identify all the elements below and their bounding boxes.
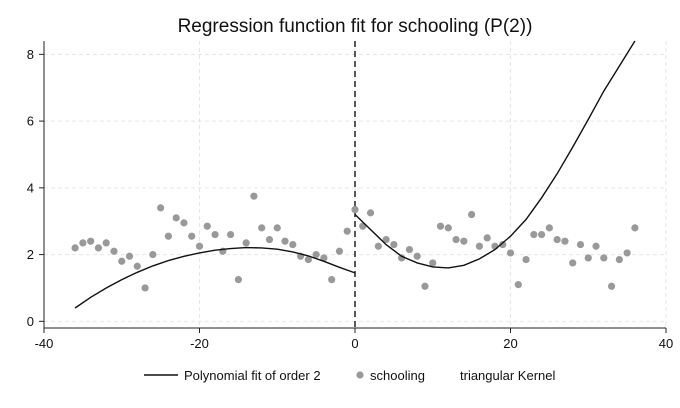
schooling-point: [576, 240, 585, 249]
schooling-point: [553, 235, 561, 244]
x-tick-label: 20: [503, 336, 517, 351]
tick-labels: -40 -20 0 20 40 0 2 4 6 8: [27, 47, 673, 351]
schooling-point: [413, 252, 421, 260]
schooling-point: [273, 224, 281, 232]
schooling-point: [468, 210, 476, 219]
x-tick-label: 40: [659, 336, 673, 351]
y-tick-label: 2: [27, 247, 34, 262]
schooling-point: [141, 284, 149, 292]
schooling-point: [398, 254, 406, 262]
schooling-point: [436, 222, 445, 230]
schooling-point: [382, 235, 390, 244]
schooling-point: [390, 240, 398, 249]
schooling-point: [94, 244, 103, 252]
legend-label-kernel: triangular Kernel: [460, 368, 555, 383]
schooling-point: [561, 237, 569, 245]
schooling-point: [195, 242, 204, 250]
y-tick-label: 6: [27, 114, 34, 129]
y-tick-label: 8: [27, 47, 34, 62]
schooling-point: [250, 192, 258, 200]
schooling-point: [600, 254, 608, 262]
schooling-point: [530, 230, 538, 239]
schooling-point: [227, 230, 235, 239]
schooling-point: [514, 281, 522, 289]
schooling-point: [584, 254, 592, 262]
chart-title: Regression function fit for schooling (P…: [178, 16, 533, 37]
schooling-point: [460, 237, 468, 245]
schooling-point: [203, 222, 211, 230]
schooling-point: [429, 259, 437, 267]
schooling-point: [164, 232, 172, 240]
y-tick-label: 0: [27, 314, 34, 329]
schooling-point: [607, 282, 616, 290]
schooling-point: [234, 276, 242, 284]
schooling-point: [289, 240, 297, 249]
schooling-point: [172, 214, 180, 222]
schooling-point: [444, 224, 452, 232]
schooling-point: [538, 230, 546, 239]
schooling-point: [421, 282, 429, 290]
schooling-point: [102, 239, 110, 247]
schooling-point: [351, 205, 359, 214]
schooling-point: [188, 232, 196, 240]
schooling-point: [110, 247, 118, 255]
schooling-point: [615, 255, 623, 264]
schooling-point: [242, 239, 250, 247]
schooling-point: [631, 224, 639, 232]
fit-line-right: [354, 40, 636, 269]
schooling-point: [475, 242, 483, 250]
schooling-point: [125, 252, 134, 260]
schooling-point: [71, 244, 79, 252]
schooling-point: [87, 237, 95, 245]
schooling-point: [499, 240, 507, 249]
schooling-point: [304, 255, 312, 264]
schooling-point: [118, 257, 126, 265]
schooling-point: [522, 255, 530, 264]
schooling-point: [265, 235, 274, 244]
x-tick-label: -20: [190, 336, 209, 351]
schooling-point: [211, 230, 219, 239]
schooling-point: [320, 254, 328, 262]
schooling-point: [483, 234, 491, 242]
schooling-point: [569, 259, 577, 267]
schooling-point: [366, 209, 375, 217]
legend-label-schooling: schooling: [370, 368, 425, 383]
schooling-point: [149, 250, 157, 259]
schooling-point: [281, 237, 289, 245]
legend-label-fit: Polynomial fit of order 2: [184, 368, 321, 383]
schooling-point: [452, 235, 460, 244]
schooling-point: [157, 204, 165, 212]
legend: Polynomial fit of order 2 schooling tria…: [144, 368, 555, 383]
schooling-point: [592, 242, 600, 250]
legend-point-swatch: [356, 371, 364, 379]
schooling-point: [545, 224, 553, 232]
schooling-point: [374, 242, 382, 250]
schooling-point: [405, 245, 414, 254]
schooling-point: [343, 227, 351, 235]
x-tick-label: 0: [351, 336, 358, 351]
polynomial-fit-lines: [74, 40, 636, 309]
x-tick-label: -40: [35, 336, 54, 351]
schooling-point: [506, 249, 515, 257]
schooling-point: [79, 239, 87, 247]
schooling-point: [133, 262, 141, 270]
schooling-point: [623, 249, 631, 257]
schooling-point: [258, 224, 266, 232]
schooling-point: [312, 250, 320, 259]
fit-line-left: [74, 246, 356, 309]
y-tick-label: 4: [27, 180, 34, 195]
schooling-point: [335, 247, 344, 255]
schooling-point: [328, 276, 336, 284]
schooling-point: [180, 219, 188, 227]
